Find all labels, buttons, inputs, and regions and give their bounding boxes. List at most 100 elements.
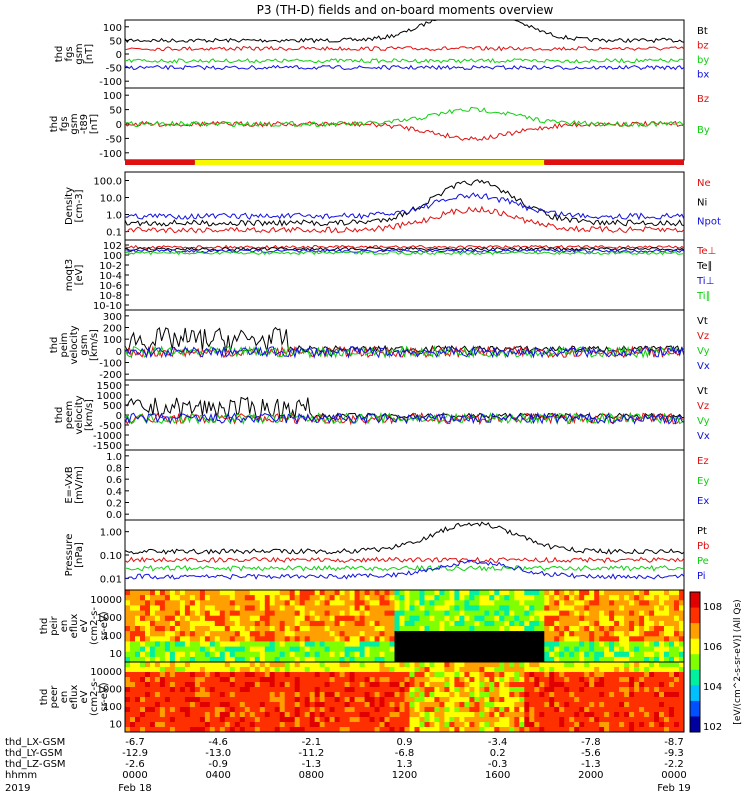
heatmap-cell xyxy=(244,717,251,723)
heatmap-cell xyxy=(314,682,321,688)
heatmap-cell xyxy=(469,600,475,606)
heatmap-cell xyxy=(679,656,685,663)
heatmap-cell xyxy=(379,687,385,693)
heatmap-cell xyxy=(354,615,361,622)
heatmap-cell xyxy=(219,595,226,601)
heatmap-cell xyxy=(549,600,555,606)
heatmap-cell xyxy=(184,697,191,703)
heatmap-cell xyxy=(569,656,575,663)
heatmap-cell xyxy=(399,697,405,703)
y-tick-label: -1000 xyxy=(93,431,122,442)
heatmap-cell xyxy=(449,600,455,606)
heatmap-cell xyxy=(334,682,341,688)
heatmap-cell xyxy=(599,677,605,683)
heatmap-cell xyxy=(529,620,535,627)
heatmap-cell xyxy=(494,626,500,632)
heatmap-cell xyxy=(249,662,256,668)
heatmap-cell xyxy=(409,620,415,627)
heatmap-cell xyxy=(334,605,341,612)
heatmap-cell xyxy=(539,722,545,728)
heatmap-cell xyxy=(224,662,231,668)
heatmap-cell xyxy=(644,641,650,648)
heatmap-cell xyxy=(534,707,540,713)
colorbar-swatch xyxy=(690,592,700,609)
heatmap-cell xyxy=(194,672,201,678)
heatmap-cell xyxy=(454,682,460,688)
heatmap-cell xyxy=(304,707,311,713)
heatmap-cell xyxy=(324,605,331,612)
heatmap-cell xyxy=(664,651,670,658)
heatmap-cell xyxy=(654,636,660,642)
heatmap-cell xyxy=(209,626,216,632)
heatmap-cell xyxy=(374,687,381,693)
heatmap-cell xyxy=(484,712,490,718)
heatmap-cell xyxy=(209,667,216,673)
heatmap-cell xyxy=(649,662,655,668)
heatmap-cell xyxy=(614,595,620,601)
heatmap-cell xyxy=(489,662,495,668)
heatmap-cell xyxy=(125,712,131,718)
heatmap-cell xyxy=(554,682,560,688)
heatmap-cell xyxy=(264,717,271,723)
heatmap-cell xyxy=(574,626,580,632)
heatmap-cell xyxy=(150,636,156,642)
heatmap-cell xyxy=(409,667,415,673)
heatmap-cell xyxy=(474,682,480,688)
heatmap-cell xyxy=(619,677,625,683)
heatmap-cell xyxy=(254,641,261,648)
heatmap-cell xyxy=(344,600,351,606)
heatmap-cell xyxy=(324,615,331,622)
heatmap-cell xyxy=(439,687,445,693)
heatmap-cell xyxy=(354,662,361,668)
heatmap-cell xyxy=(659,595,665,601)
heatmap-cell xyxy=(559,722,565,728)
heatmap-cell xyxy=(219,712,226,718)
heatmap-cell xyxy=(414,641,420,648)
heatmap-cell xyxy=(614,707,620,713)
heatmap-cell xyxy=(419,595,425,601)
heatmap-cell xyxy=(514,712,520,718)
heatmap-cell xyxy=(469,702,475,708)
heatmap-cell xyxy=(609,656,615,663)
heatmap-cell xyxy=(559,595,565,601)
heatmap-cell xyxy=(189,677,196,683)
heatmap-cell xyxy=(634,662,640,668)
heatmap-cell xyxy=(199,615,206,622)
heatmap-cell xyxy=(569,707,575,713)
heatmap-cell xyxy=(474,610,480,617)
heatmap-cell xyxy=(374,697,381,703)
heatmap-cell xyxy=(309,692,316,698)
heatmap-cell xyxy=(424,620,430,627)
heatmap-cell xyxy=(130,620,136,627)
heatmap-cell xyxy=(604,636,610,642)
heatmap-cell xyxy=(459,600,465,606)
heatmap-cell xyxy=(140,712,146,718)
heatmap-cell xyxy=(125,667,131,673)
heatmap-cell xyxy=(604,605,610,612)
heatmap-cell xyxy=(299,712,306,718)
heatmap-cell xyxy=(169,682,176,688)
heatmap-cell xyxy=(539,646,545,653)
heatmap-cell xyxy=(229,722,236,728)
heatmap-cell xyxy=(145,615,151,622)
heatmap-cell xyxy=(574,662,580,668)
heatmap-cell xyxy=(659,641,665,648)
heatmap-cell xyxy=(504,605,510,612)
heatmap-cell xyxy=(559,702,565,708)
heatmap-cell xyxy=(414,687,420,693)
heatmap-cell xyxy=(140,656,146,663)
heatmap-cell xyxy=(494,677,500,683)
heatmap-cell xyxy=(284,651,291,658)
heatmap-cell xyxy=(249,641,256,648)
heatmap-cell xyxy=(334,631,341,637)
heatmap-cell xyxy=(529,600,535,606)
heatmap-cell xyxy=(644,590,650,596)
heatmap-cell xyxy=(294,717,301,723)
heatmap-cell xyxy=(519,646,525,653)
heatmap-cell xyxy=(469,717,475,723)
heatmap-cell xyxy=(259,656,266,663)
heatmap-cell xyxy=(504,707,510,713)
heatmap-cell xyxy=(504,702,510,708)
